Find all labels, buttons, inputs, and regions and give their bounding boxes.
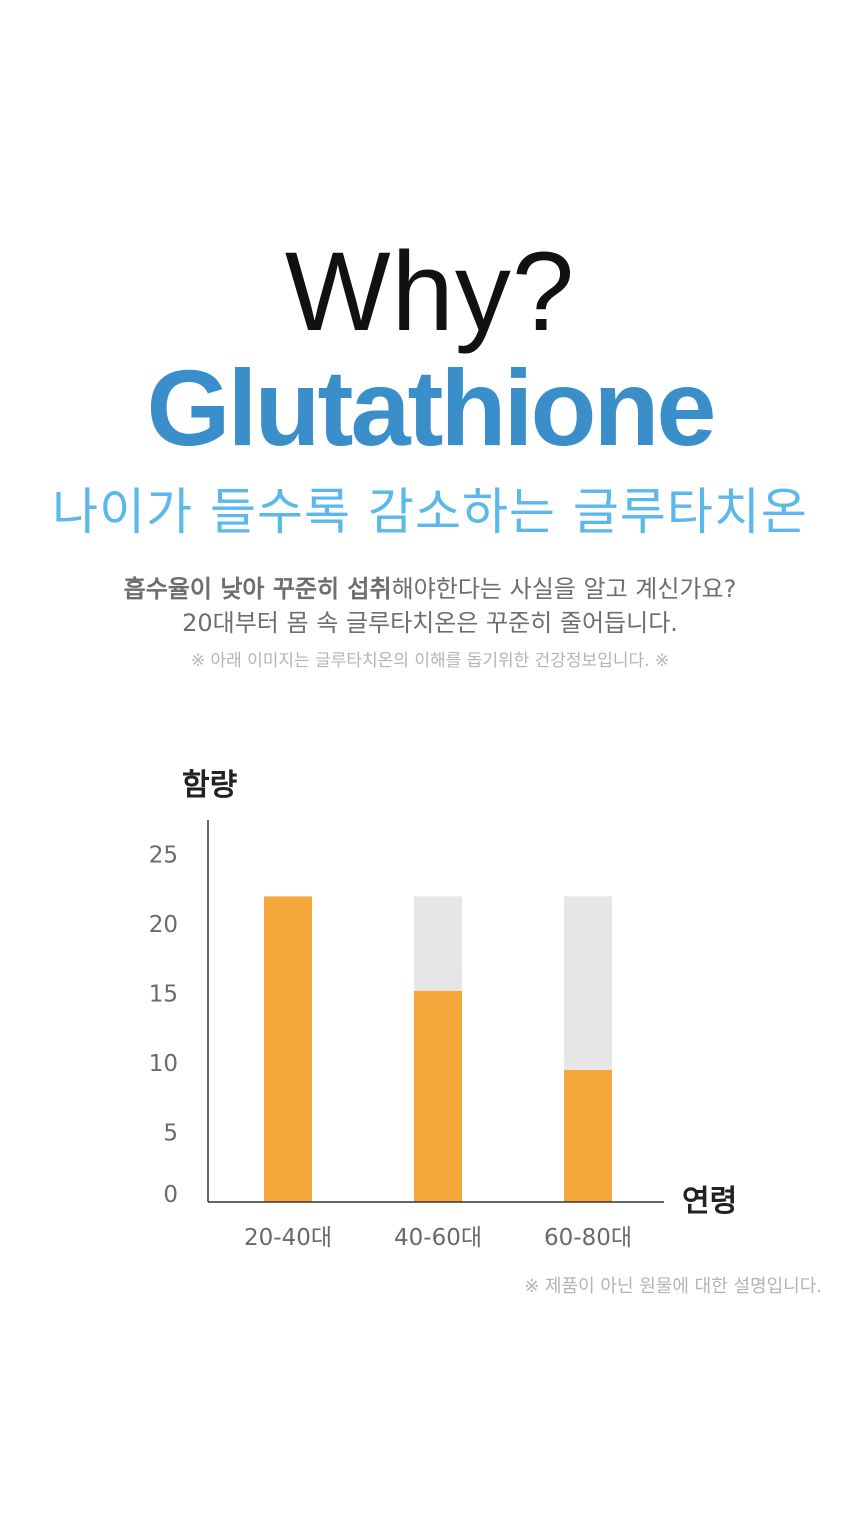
y-tick-label: 15 (149, 982, 178, 1008)
description-line-1-rest: 해야한다는 사실을 알고 계신가요? (391, 575, 737, 603)
chart-x-label: 연령 (682, 1184, 738, 1219)
description-line-1: 흡수율이 낮아 꾸준히 섭취해야한다는 사실을 알고 계신가요? (0, 572, 860, 606)
note-bottom: ※ 제품이 아닌 원물에 대한 설명입니다. (524, 1276, 822, 1297)
note-top: ※ 아래 이미지는 글루타치온의 이해를 돕기위한 건강정보입니다. ※ (190, 651, 670, 671)
x-tick-label: 60-80대 (544, 1225, 632, 1251)
y-tick-label: 20 (149, 912, 178, 938)
subtitle: 나이가 들수록 감소하는 글루타치온 (52, 483, 808, 541)
y-tick-label: 5 (163, 1121, 178, 1147)
chart-y-label: 함량 (182, 768, 238, 803)
description-line-2: 20대부터 몸 속 글루타치온은 꾸준히 줄어듭니다. (182, 609, 678, 637)
description-line-1-bold: 흡수율이 낮아 꾸준히 섭취 (123, 575, 392, 603)
headline-product: Glutathione (146, 347, 717, 468)
x-tick-label: 20-40대 (244, 1225, 332, 1251)
y-tick-label: 10 (149, 1051, 178, 1077)
y-tick-label: 25 (149, 843, 178, 869)
bar (564, 1070, 612, 1202)
headline-why: Why? (284, 229, 576, 354)
bar (264, 896, 312, 1202)
bar (414, 990, 462, 1202)
x-tick-label: 40-60대 (394, 1225, 482, 1251)
y-tick-label: 0 (163, 1182, 178, 1208)
